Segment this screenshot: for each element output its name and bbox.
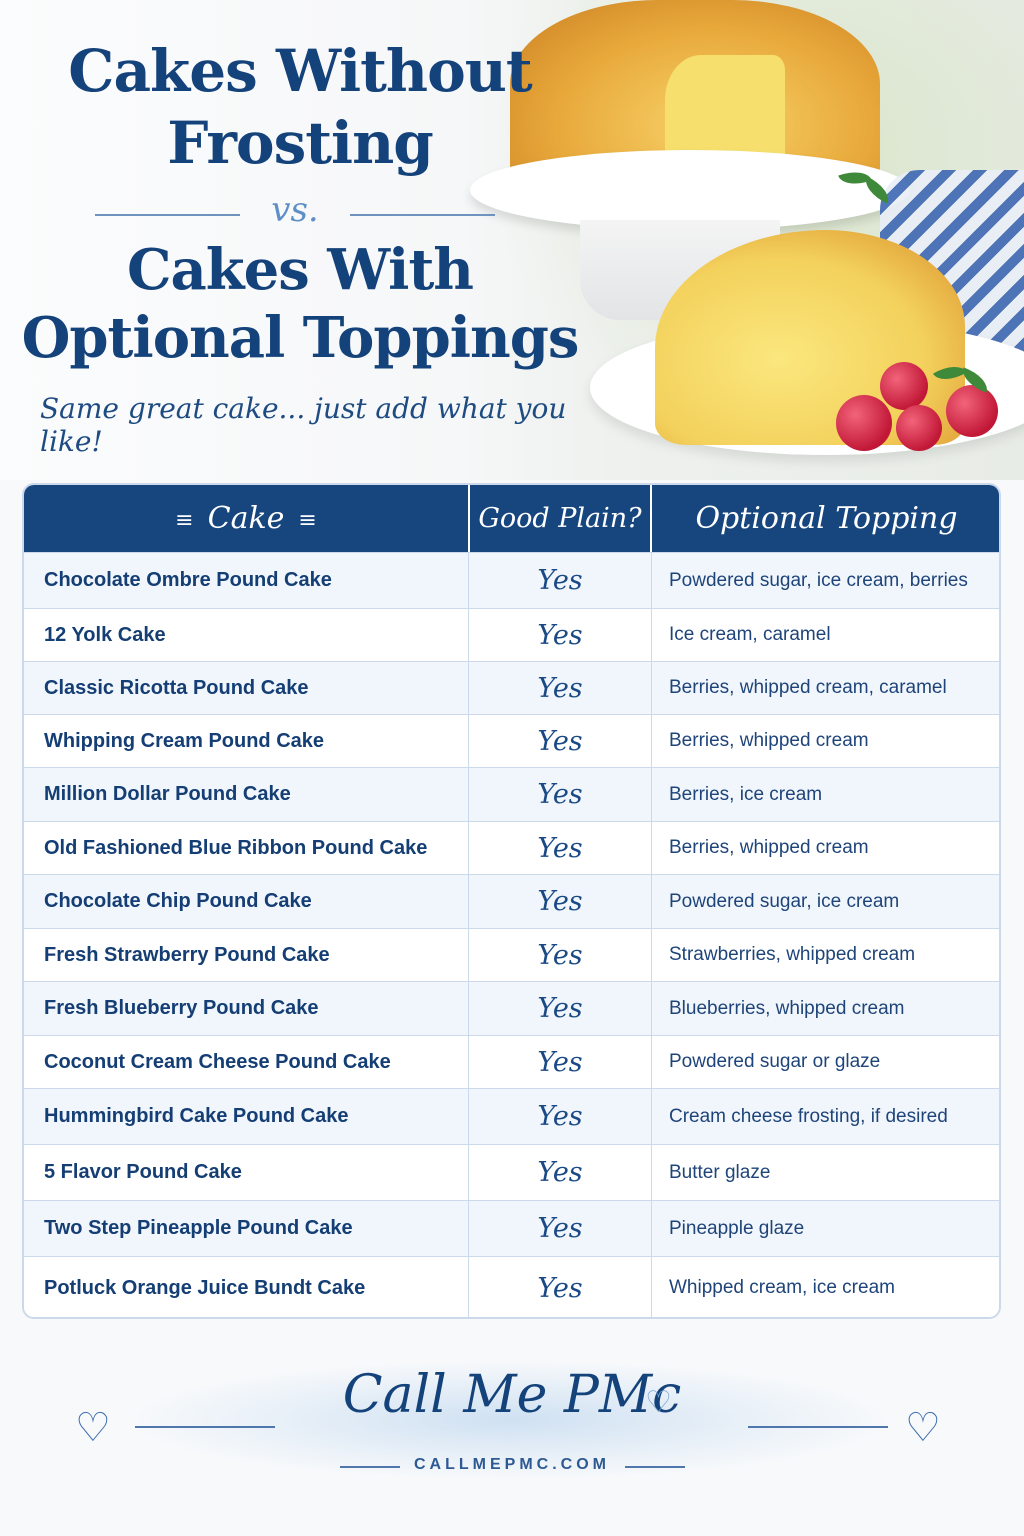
table-row: 5 Flavor Pound Cake Yes Butter glaze bbox=[24, 1144, 999, 1200]
table-row: Two Step Pineapple Pound Cake Yes Pineappl… bbox=[24, 1200, 999, 1256]
versus-label: vs. bbox=[271, 190, 319, 230]
good-plain-cell: Yes bbox=[468, 553, 652, 608]
optional-topping-cell: Berries, ice cream bbox=[669, 783, 823, 805]
table-row: Million Dollar Pound Cake Yes Berries, ice… bbox=[24, 767, 999, 821]
cake-name-cell: 12 Yolk Cake bbox=[44, 623, 166, 646]
optional-topping-cell: Berries, whipped cream bbox=[669, 730, 869, 751]
raspberry-icon bbox=[836, 395, 892, 451]
title-line-4: Optional Toppings bbox=[21, 305, 580, 371]
table-row: Classic Ricotta Pound Cake Yes Berries, wh… bbox=[24, 661, 999, 714]
table-row: Coconut Cream Cheese Pound Cake Yes Powder… bbox=[24, 1035, 999, 1088]
heart-outline-icon: ♡ bbox=[905, 1406, 941, 1450]
good-plain-cell: Yes bbox=[468, 1257, 652, 1317]
cake-name-cell: Classic Ricotta Pound Cake bbox=[44, 676, 309, 699]
table-row: Whipping Cream Pound Cake Yes Berries, whi… bbox=[24, 714, 999, 767]
optional-topping-cell: Pineapple glaze bbox=[669, 1217, 805, 1239]
cake-name-cell: Fresh Blueberry Pound Cake bbox=[44, 997, 319, 1019]
footer-line bbox=[748, 1426, 888, 1428]
good-plain-cell: Yes bbox=[468, 662, 652, 714]
good-plain-cell: Yes bbox=[468, 929, 652, 981]
column-header-good-plain: Good Plain? bbox=[468, 485, 652, 552]
heart-outline-icon: ♡ bbox=[75, 1406, 111, 1450]
cake-name-cell: Chocolate Ombre Pound Cake bbox=[44, 569, 332, 591]
tagline: Same great cake... just add what you lik… bbox=[40, 392, 567, 458]
table-row: Potluck Orange Juice Bundt Cake Yes Whippe… bbox=[24, 1256, 999, 1317]
optional-topping-cell: Berries, whipped cream bbox=[669, 837, 869, 858]
optional-topping-cell: Strawberries, whipped cream bbox=[669, 944, 916, 965]
heart-outline-icon: ♡ bbox=[645, 1386, 672, 1419]
column-header-optional-topping: Optional Topping bbox=[695, 501, 958, 536]
brand-logo: Call Me PMc bbox=[342, 1365, 682, 1425]
table-row: Fresh Blueberry Pound Cake Yes Blueberries… bbox=[24, 981, 999, 1035]
optional-topping-cell: Blueberries, whipped cream bbox=[669, 997, 905, 1019]
cake-name-cell: Fresh Strawberry Pound Cake bbox=[44, 943, 330, 966]
cake-name-cell: 5 Flavor Pound Cake bbox=[44, 1161, 242, 1183]
cake-name-cell: Potluck Orange Juice Bundt Cake bbox=[44, 1276, 366, 1299]
optional-topping-cell: Cream cheese frosting, if desired bbox=[669, 1105, 948, 1127]
table-row: Old Fashioned Blue Ribbon Pound Cake Yes B… bbox=[24, 821, 999, 874]
cake-name-cell: Million Dollar Pound Cake bbox=[44, 783, 291, 805]
divider-line bbox=[350, 214, 495, 216]
website-url[interactable]: CALLMEPMC.COM bbox=[414, 1456, 610, 1473]
raspberry-icon bbox=[896, 405, 942, 451]
raspberry-icon bbox=[880, 362, 928, 410]
optional-topping-cell: Butter glaze bbox=[669, 1161, 771, 1183]
good-plain-cell: Yes bbox=[468, 982, 652, 1035]
column-header-cake: ≡ Cake ≡ bbox=[24, 485, 468, 552]
cake-name-cell: Old Fashioned Blue Ribbon Pound Cake bbox=[44, 836, 428, 859]
divider-line bbox=[95, 214, 240, 216]
title-line-1: Cakes Without bbox=[68, 37, 532, 105]
good-plain-cell: Yes bbox=[468, 1089, 652, 1144]
column-header-label: Cake bbox=[207, 501, 285, 536]
raspberry-icon bbox=[946, 385, 998, 437]
optional-topping-cell: Powdered sugar, ice cream, berries bbox=[669, 569, 968, 591]
optional-topping-cell: Berries, whipped cream, caramel bbox=[669, 677, 947, 698]
title-line-3: Cakes With bbox=[126, 237, 474, 303]
good-plain-cell: Yes bbox=[468, 609, 652, 661]
footer-line bbox=[135, 1426, 275, 1428]
comparison-table: ≡ Cake ≡ Good Plain? Optional Topping Choc… bbox=[22, 483, 1001, 1319]
footer-line bbox=[340, 1466, 400, 1468]
footer-line bbox=[625, 1466, 685, 1468]
table-row: 12 Yolk Cake Yes Ice cream, caramel bbox=[24, 608, 999, 661]
good-plain-cell: Yes bbox=[468, 1145, 652, 1200]
title-line-2: Frosting bbox=[167, 109, 434, 177]
versus-divider: vs. bbox=[95, 190, 495, 234]
optional-topping-cell: Powdered sugar, ice cream bbox=[669, 890, 900, 912]
table-row: Hummingbird Cake Pound Cake Yes Cream chee… bbox=[24, 1088, 999, 1144]
sparkle-icon: ≡ bbox=[175, 507, 194, 533]
table-row: Fresh Strawberry Pound Cake Yes Strawberri… bbox=[24, 928, 999, 981]
optional-topping-cell: Whipped cream, ice cream bbox=[669, 1277, 895, 1298]
table-row: Chocolate Ombre Pound Cake Yes Powdered su… bbox=[24, 552, 999, 608]
cake-name-cell: Chocolate Chip Pound Cake bbox=[44, 890, 312, 912]
table-header: ≡ Cake ≡ Good Plain? Optional Topping bbox=[24, 485, 999, 552]
good-plain-cell: Yes bbox=[468, 1036, 652, 1088]
footer-watercolor bbox=[130, 1360, 890, 1480]
sparkle-icon: ≡ bbox=[298, 507, 317, 533]
cake-name-cell: Two Step Pineapple Pound Cake bbox=[44, 1217, 353, 1239]
good-plain-cell: Yes bbox=[468, 715, 652, 767]
hero-banner: Cakes Without Frosting vs. Cakes With Op… bbox=[0, 0, 1024, 480]
cake-name-cell: Whipping Cream Pound Cake bbox=[44, 729, 325, 752]
good-plain-cell: Yes bbox=[468, 768, 652, 821]
good-plain-cell: Yes bbox=[468, 822, 652, 874]
cake-name-cell: Hummingbird Cake Pound Cake bbox=[44, 1105, 349, 1127]
cake-stand bbox=[470, 150, 910, 230]
optional-topping-cell: Ice cream, caramel bbox=[669, 624, 831, 645]
table-row: Chocolate Chip Pound Cake Yes Powdered sug… bbox=[24, 874, 999, 928]
optional-topping-cell: Powdered sugar or glaze bbox=[669, 1051, 881, 1072]
good-plain-cell: Yes bbox=[468, 1201, 652, 1256]
cake-name-cell: Coconut Cream Cheese Pound Cake bbox=[44, 1050, 391, 1073]
good-plain-cell: Yes bbox=[468, 875, 652, 928]
